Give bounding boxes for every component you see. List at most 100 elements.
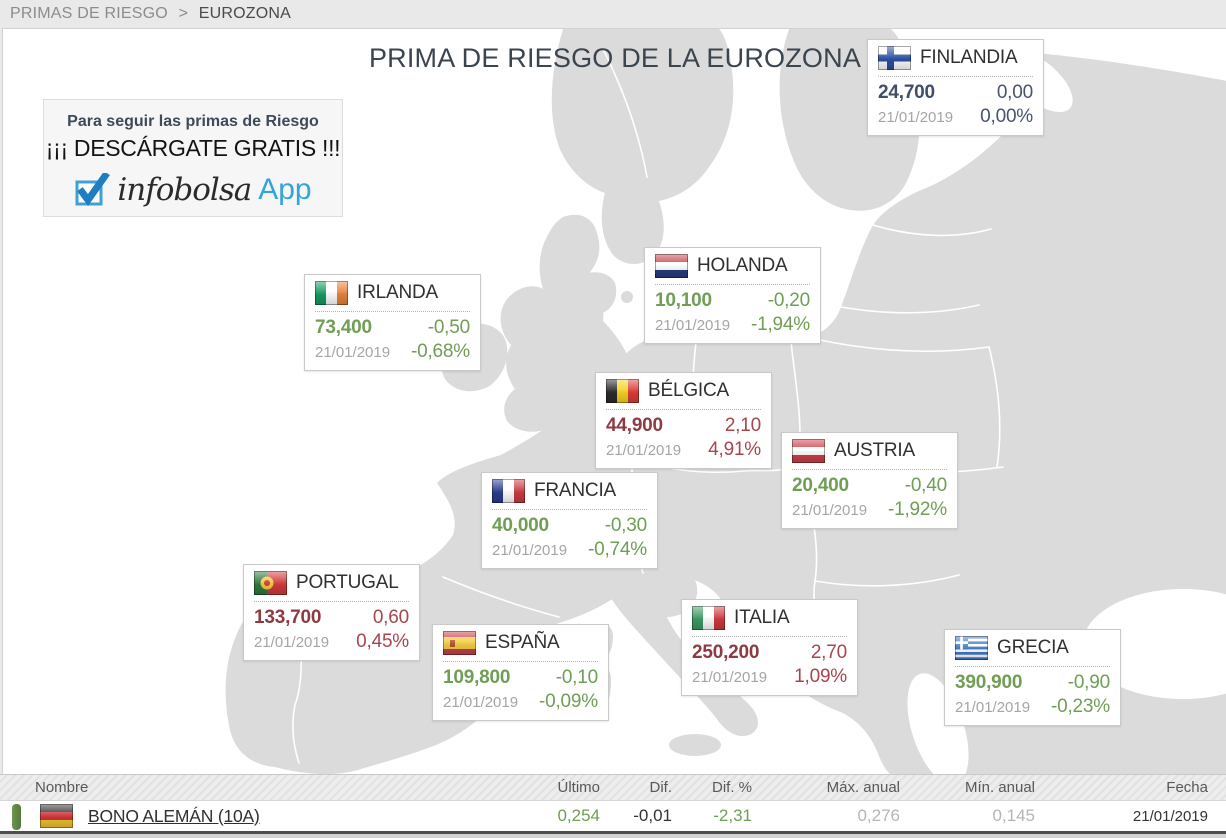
flag-france-icon [492, 479, 525, 503]
country-card-grecia[interactable]: GRECIA 390,900 -0,90 21/01/2019 -0,23% [944, 629, 1121, 726]
risk-premium-value: 250,200 [692, 642, 760, 663]
quote-date: 21/01/2019 [655, 317, 731, 334]
infobolsa-logo: infobolsa App [44, 171, 342, 208]
row-divider [0, 831, 1226, 834]
table-header-difpct: Dif. % [711, 779, 752, 796]
risk-premium-value: 20,400 [792, 475, 849, 496]
fecha-value: 21/01/2019 [1132, 807, 1208, 825]
risk-premium-value: 390,900 [955, 672, 1023, 693]
quote-date: 21/01/2019 [692, 669, 768, 686]
flag-netherlands-icon [655, 254, 688, 278]
country-name: PORTUGAL [296, 572, 399, 593]
difference-value: -0,90 [1067, 672, 1111, 693]
difference-value: 0,00 [996, 82, 1033, 103]
risk-premium-value: 73,400 [315, 317, 372, 338]
country-name: FRANCIA [534, 480, 616, 501]
table-body: BONO ALEMÁN (10A) 0,254 -0,01 -2,31 0,27… [0, 801, 1226, 831]
quote-date: 21/01/2019 [443, 694, 519, 711]
difference-value: 2,10 [724, 415, 761, 436]
breadcrumb-primas-de-riesgo[interactable]: PRIMAS DE RIESGO [10, 5, 168, 22]
country-card-francia[interactable]: FRANCIA 40,000 -0,30 21/01/2019 -0,74% [481, 472, 658, 569]
table-header-max-anual: Máx. anual [826, 779, 900, 796]
table-header-ultimo: Último [557, 779, 600, 796]
flag-belgium-icon [606, 379, 639, 403]
flag-spain-icon [443, 631, 476, 655]
breadcrumb-bar: PRIMAS DE RIESGO > EUROZONA [0, 0, 1226, 28]
risk-premium-value: 133,700 [254, 607, 322, 628]
table-header-fecha: Fecha [1166, 779, 1208, 796]
table-header-min-anual: Mín. anual [964, 779, 1035, 796]
quote-date: 21/01/2019 [254, 634, 330, 651]
country-name: AUSTRIA [834, 440, 915, 461]
min-anual-value: 0,145 [992, 806, 1035, 825]
country-name: FINLANDIA [920, 47, 1018, 68]
table-header-nombre: Nombre [35, 779, 89, 796]
trend-indicator-bar [12, 804, 21, 830]
bond-link[interactable]: BONO ALEMÁN (10A) [88, 806, 260, 826]
country-name: ESPAÑA [485, 632, 560, 653]
quote-date: 21/01/2019 [315, 344, 391, 361]
flag-finland-icon [878, 46, 911, 70]
content-panel: PRIMA DE RIESGO DE LA EUROZONA Para segu… [2, 28, 1226, 838]
infobolsa-wordmark: infobolsa [117, 172, 252, 208]
country-name: GRECIA [997, 637, 1069, 658]
risk-premium-value: 10,100 [655, 290, 712, 311]
difference-percent: -0,74% [587, 539, 647, 560]
ultimo-value: 0,254 [557, 806, 600, 825]
difference-percent: -0,23% [1050, 696, 1110, 717]
quote-date: 21/01/2019 [792, 502, 868, 519]
risk-premium-value: 24,700 [878, 82, 935, 103]
country-name: IRLANDA [357, 282, 438, 303]
difference-percent: 0,00% [980, 106, 1033, 127]
difference-value: 2,70 [810, 642, 847, 663]
difpct-value: -2,31 [713, 806, 752, 825]
promo-text-line1: Para seguir las primas de Riesgo [67, 113, 319, 130]
difference-value: -0,10 [555, 667, 599, 688]
difference-value: 0,60 [372, 607, 409, 628]
breadcrumb-eurozona: EUROZONA [198, 5, 292, 22]
country-card-holanda[interactable]: HOLANDA 10,100 -0,20 21/01/2019 -1,94% [644, 247, 821, 344]
country-name: ITALIA [734, 607, 790, 628]
quote-date: 21/01/2019 [606, 442, 682, 459]
flag-portugal-icon [254, 571, 287, 595]
country-card-finlandia[interactable]: FINLANDIA 24,700 0,00 21/01/2019 0,00% [867, 39, 1044, 136]
breadcrumb-separator: > [178, 5, 189, 22]
risk-premium-value: 44,900 [606, 415, 663, 436]
country-card-italia[interactable]: ITALIA 250,200 2,70 21/01/2019 1,09% [681, 599, 858, 696]
country-card-belgica[interactable]: BÉLGICA 44,900 2,10 21/01/2019 4,91% [595, 372, 772, 469]
next-row-sliver [0, 834, 1226, 838]
bonds-table: Nombre Último Dif. Dif. % Máx. anual Mín… [0, 774, 1226, 838]
dif-value: -0,01 [633, 806, 672, 825]
flag-germany-icon [40, 804, 74, 828]
flag-ireland-icon [315, 281, 348, 305]
max-anual-value: 0,276 [857, 806, 900, 825]
quote-date: 21/01/2019 [492, 542, 568, 559]
table-row: BONO ALEMÁN (10A) 0,254 -0,01 -2,31 0,27… [0, 801, 1226, 831]
difference-percent: -1,92% [887, 499, 947, 520]
table-header-dif: Dif. [649, 779, 673, 796]
quote-date: 21/01/2019 [878, 109, 954, 126]
breadcrumb: PRIMAS DE RIESGO > EUROZONA [0, 0, 1226, 23]
country-card-austria[interactable]: AUSTRIA 20,400 -0,40 21/01/2019 -1,92% [781, 432, 958, 529]
app-promo-banner[interactable]: Para seguir las primas de Riesgo ¡¡¡ DES… [43, 99, 343, 217]
difference-percent: -0,68% [410, 341, 470, 362]
country-card-portugal[interactable]: PORTUGAL 133,700 0,60 21/01/2019 0,45% [243, 564, 420, 661]
country-name: BÉLGICA [648, 380, 729, 401]
promo-text-line2: ¡¡¡ DESCÁRGATE GRATIS !!! [45, 135, 341, 161]
difference-value: -0,50 [427, 317, 471, 338]
checkbox-checked-icon [74, 171, 111, 207]
difference-percent: 4,91% [708, 439, 761, 460]
difference-percent: 1,09% [794, 666, 847, 687]
difference-value: -0,40 [904, 475, 948, 496]
page-title: PRIMA DE RIESGO DE LA EUROZONA [368, 43, 862, 73]
difference-percent: -1,94% [750, 314, 810, 335]
risk-premium-value: 109,800 [443, 667, 511, 688]
flag-austria-icon [792, 439, 825, 463]
country-card-irlanda[interactable]: IRLANDA 73,400 -0,50 21/01/2019 -0,68% [304, 274, 481, 371]
country-card-espana[interactable]: ESPAÑA 109,800 -0,10 21/01/2019 -0,09% [432, 624, 609, 721]
flag-greece-icon [955, 636, 988, 660]
app-wordmark: App [258, 173, 312, 206]
difference-percent: -0,09% [538, 691, 598, 712]
table-header-row: Nombre Último Dif. Dif. % Máx. anual Mín… [0, 774, 1226, 801]
